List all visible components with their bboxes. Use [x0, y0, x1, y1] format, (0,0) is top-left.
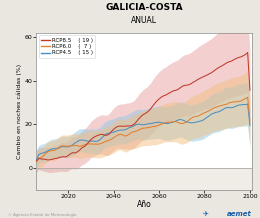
- Text: ✈: ✈: [202, 211, 208, 217]
- Text: ANUAL: ANUAL: [131, 16, 157, 25]
- X-axis label: Año: Año: [137, 200, 152, 209]
- Text: GALICIA-COSTA: GALICIA-COSTA: [106, 3, 183, 12]
- Legend: RCP8.5    ( 19 ), RCP6.0    (  7 ), RCP4.5    ( 15 ): RCP8.5 ( 19 ), RCP6.0 ( 7 ), RCP4.5 ( 15…: [39, 36, 95, 58]
- Text: aemet: aemet: [227, 211, 252, 217]
- Text: © Agencia Estatal de Meteorología: © Agencia Estatal de Meteorología: [8, 213, 76, 217]
- Bar: [36, 168, 252, 190]
- Y-axis label: Cambio en noches cálidas (%): Cambio en noches cálidas (%): [16, 64, 22, 159]
